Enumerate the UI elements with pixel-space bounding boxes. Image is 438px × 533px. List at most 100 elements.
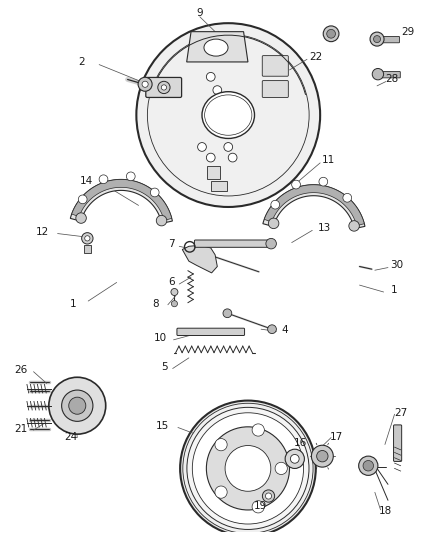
Circle shape [61, 390, 93, 422]
Text: 12: 12 [35, 227, 49, 237]
Circle shape [326, 29, 335, 38]
Circle shape [285, 449, 304, 469]
Text: 7: 7 [168, 239, 174, 249]
Circle shape [268, 218, 278, 229]
Circle shape [206, 72, 215, 81]
FancyBboxPatch shape [194, 240, 272, 247]
Circle shape [136, 23, 319, 207]
Text: 16: 16 [293, 438, 307, 448]
Circle shape [228, 153, 237, 162]
Ellipse shape [204, 39, 227, 56]
Circle shape [223, 309, 231, 318]
Text: 1: 1 [390, 285, 397, 295]
Circle shape [362, 461, 373, 471]
Text: 30: 30 [389, 261, 403, 270]
Circle shape [182, 403, 312, 533]
Circle shape [265, 238, 276, 249]
Circle shape [316, 450, 327, 462]
Circle shape [126, 172, 135, 181]
FancyBboxPatch shape [380, 36, 399, 43]
Polygon shape [264, 185, 364, 225]
Text: 2: 2 [78, 57, 85, 67]
Circle shape [223, 143, 232, 151]
Circle shape [322, 26, 338, 42]
Text: 13: 13 [317, 223, 330, 233]
Text: 21: 21 [14, 424, 27, 433]
FancyBboxPatch shape [177, 328, 244, 335]
Text: 28: 28 [385, 75, 398, 84]
Circle shape [265, 493, 271, 499]
Text: 24: 24 [64, 432, 77, 441]
Circle shape [78, 195, 87, 204]
Circle shape [161, 85, 166, 90]
Polygon shape [262, 185, 364, 229]
Circle shape [76, 213, 86, 223]
Text: 6: 6 [168, 278, 174, 287]
Circle shape [225, 446, 270, 491]
Circle shape [49, 377, 106, 434]
Circle shape [69, 397, 85, 414]
Polygon shape [186, 31, 247, 62]
Polygon shape [182, 245, 217, 273]
FancyBboxPatch shape [210, 182, 227, 191]
Circle shape [275, 462, 287, 474]
Circle shape [171, 301, 177, 307]
Circle shape [369, 32, 383, 46]
Circle shape [270, 200, 279, 209]
FancyBboxPatch shape [207, 166, 220, 179]
Circle shape [262, 490, 274, 502]
Text: 8: 8 [152, 298, 159, 309]
Circle shape [290, 455, 298, 463]
Circle shape [215, 439, 226, 451]
Circle shape [142, 81, 148, 87]
Text: 18: 18 [378, 506, 392, 516]
Text: 29: 29 [400, 27, 413, 37]
Circle shape [180, 401, 315, 533]
Polygon shape [71, 180, 171, 221]
Circle shape [291, 180, 300, 189]
Circle shape [206, 153, 215, 162]
Circle shape [170, 288, 177, 295]
Circle shape [150, 188, 159, 197]
Text: 15: 15 [155, 421, 169, 431]
Circle shape [251, 424, 264, 436]
Ellipse shape [201, 92, 254, 139]
Text: 17: 17 [329, 432, 343, 441]
Circle shape [267, 325, 276, 334]
FancyBboxPatch shape [261, 80, 288, 98]
FancyBboxPatch shape [261, 55, 288, 76]
Polygon shape [70, 180, 172, 223]
Text: 14: 14 [79, 176, 92, 187]
Text: 27: 27 [394, 408, 407, 418]
Circle shape [371, 68, 383, 80]
Circle shape [212, 86, 221, 94]
FancyBboxPatch shape [381, 71, 399, 78]
Text: 10: 10 [153, 333, 166, 343]
Text: 22: 22 [308, 52, 321, 62]
Text: 11: 11 [321, 155, 335, 165]
Circle shape [85, 236, 90, 241]
Circle shape [157, 82, 170, 94]
Circle shape [251, 500, 264, 513]
Text: 1: 1 [70, 298, 76, 309]
Circle shape [358, 456, 377, 475]
Text: 19: 19 [253, 500, 266, 511]
Circle shape [156, 215, 166, 226]
Text: 26: 26 [14, 365, 27, 375]
Text: 4: 4 [281, 325, 288, 335]
Circle shape [197, 143, 206, 151]
FancyBboxPatch shape [145, 77, 181, 98]
Circle shape [318, 177, 327, 186]
Circle shape [348, 221, 359, 231]
Circle shape [138, 77, 152, 91]
Circle shape [99, 175, 108, 184]
Text: 5: 5 [161, 362, 168, 373]
Text: 9: 9 [196, 7, 203, 18]
Circle shape [311, 445, 332, 467]
Circle shape [342, 193, 351, 202]
Circle shape [192, 413, 303, 524]
Circle shape [373, 36, 380, 43]
Circle shape [81, 232, 93, 244]
FancyBboxPatch shape [84, 245, 91, 253]
Circle shape [187, 407, 308, 529]
